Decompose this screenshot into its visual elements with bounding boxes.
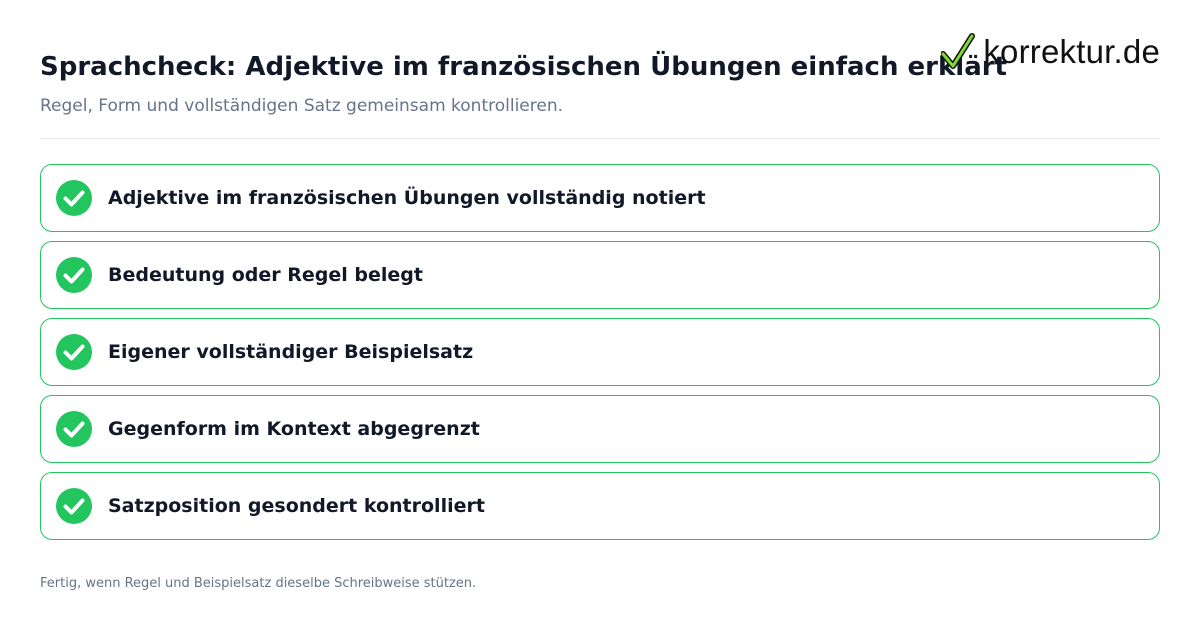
checklist: Adjektive im französischen Übungen volls…	[40, 164, 1160, 549]
header: Sprachcheck: Adjektive im französischen …	[40, 33, 1160, 139]
checklist-item-label: Gegenform im Kontext abgegrenzt	[108, 418, 480, 440]
page-title: Sprachcheck: Adjektive im französischen …	[40, 52, 1007, 82]
checklist-item: Eigener vollständiger Beispielsatz	[40, 318, 1160, 386]
brand-logo[interactable]: korrektur.de	[941, 30, 1160, 74]
checklist-item-label: Adjektive im französischen Übungen volls…	[108, 187, 706, 209]
checklist-item: Bedeutung oder Regel belegt	[40, 241, 1160, 309]
page-subtitle: Regel, Form und vollständigen Satz gemei…	[40, 96, 564, 116]
checklist-item: Gegenform im Kontext abgegrenzt	[40, 395, 1160, 463]
check-circle-icon	[56, 488, 92, 524]
checkmark-icon	[941, 33, 976, 69]
checklist-item: Adjektive im französischen Übungen volls…	[40, 164, 1160, 232]
check-circle-icon	[56, 257, 92, 293]
checklist-item-label: Satzposition gesondert kontrolliert	[108, 495, 485, 517]
logo-text: korrektur.de	[983, 33, 1160, 70]
check-circle-icon	[56, 180, 92, 216]
checklist-item-label: Bedeutung oder Regel belegt	[108, 264, 423, 286]
checklist-item-label: Eigener vollständiger Beispielsatz	[108, 341, 474, 363]
check-circle-icon	[56, 334, 92, 370]
check-circle-icon	[56, 411, 92, 447]
footer-note: Fertig, wenn Regel und Beispielsatz dies…	[40, 576, 477, 591]
checklist-item: Satzposition gesondert kontrolliert	[40, 472, 1160, 540]
